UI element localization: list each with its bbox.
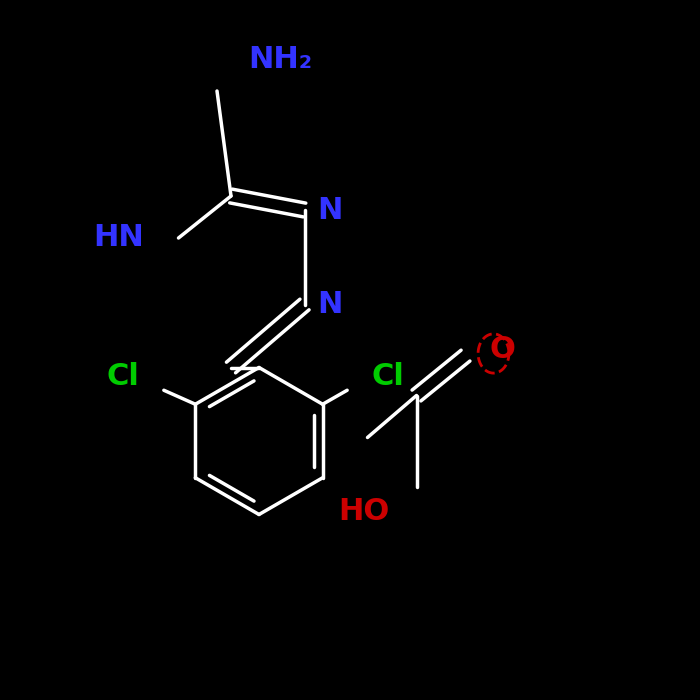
Text: HN: HN [92, 223, 144, 253]
Text: Cl: Cl [106, 362, 139, 391]
Text: O: O [490, 335, 516, 365]
Text: NH₂: NH₂ [248, 45, 313, 74]
Text: Cl: Cl [372, 362, 405, 391]
Text: N: N [317, 195, 342, 225]
Text: N: N [317, 290, 342, 319]
Text: HO: HO [338, 496, 390, 526]
